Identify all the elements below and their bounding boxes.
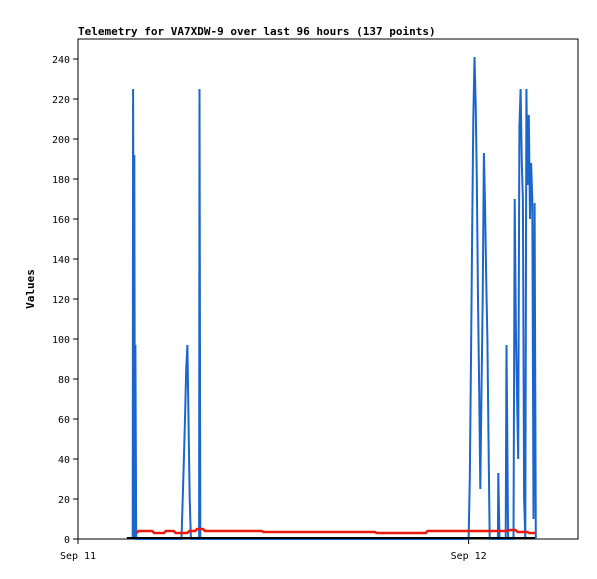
- y-tick-label: 20: [58, 495, 70, 506]
- y-axis: 0 20 40 60 80 100 120 140 160 180 200 220 240: [52, 55, 78, 546]
- y-tick-label: 240: [52, 55, 70, 66]
- plot-frame: [77, 38, 579, 540]
- y-tick-label: 180: [52, 175, 70, 186]
- chart-title: Telemetry for VA7XDW-9 over last 96 hour…: [78, 25, 436, 38]
- x-axis: Sep 11 Sep 12: [60, 539, 487, 562]
- y-tick-label: 160: [52, 215, 70, 226]
- y-tick-label: 40: [58, 455, 70, 466]
- y-tick-label: 140: [52, 255, 70, 266]
- y-axis-label: Values: [24, 269, 37, 309]
- x-tick-label: Sep 12: [451, 551, 487, 562]
- y-tick-label: 60: [58, 415, 70, 426]
- x-tick-label: Sep 11: [60, 551, 96, 562]
- y-tick-label: 0: [64, 535, 70, 546]
- y-tick-label: 220: [52, 95, 70, 106]
- y-tick-label: 100: [52, 335, 70, 346]
- series-line-2: [135, 527, 535, 535]
- series-line-1: [131, 56, 537, 540]
- y-tick-label: 80: [58, 375, 70, 386]
- y-tick-label: 200: [52, 135, 70, 146]
- y-tick-label: 120: [52, 295, 70, 306]
- series-layer: [131, 56, 537, 540]
